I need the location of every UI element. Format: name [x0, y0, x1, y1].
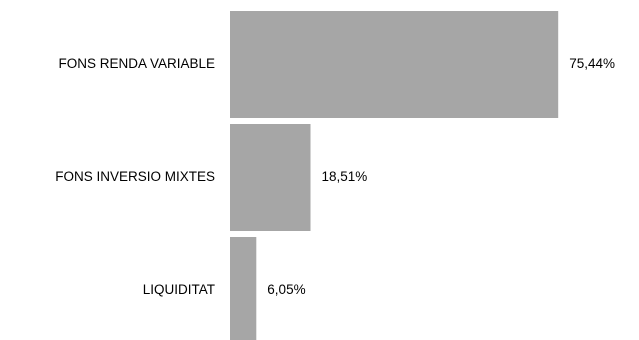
value-label-1: 18,51%	[322, 169, 368, 184]
category-label-1: FONS INVERSIO MIXTES	[55, 169, 215, 184]
bar-0	[230, 11, 559, 118]
bar-1	[230, 124, 311, 231]
category-label-2: LIQUIDITAT	[143, 282, 215, 297]
value-label-2: 6,05%	[267, 282, 305, 297]
value-label-0: 75,44%	[569, 56, 615, 71]
bar-2	[230, 237, 257, 340]
category-label-0: FONS RENDA VARIABLE	[58, 56, 215, 71]
